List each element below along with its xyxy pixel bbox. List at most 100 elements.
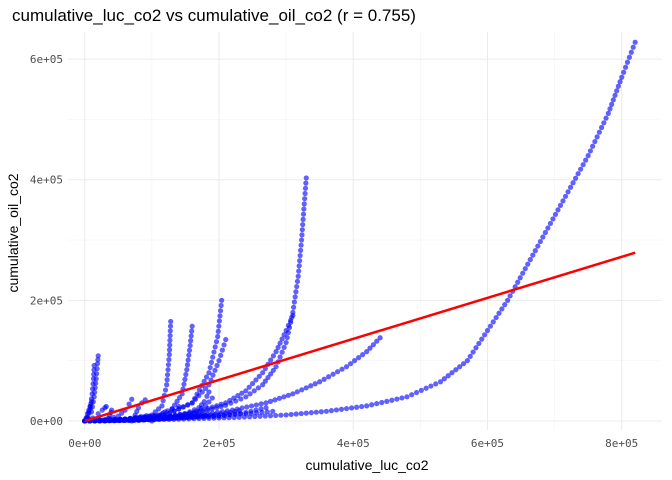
data-point xyxy=(272,397,278,403)
data-point xyxy=(298,410,304,417)
data-point xyxy=(377,335,383,341)
data-point xyxy=(273,364,279,370)
data-point xyxy=(630,44,636,50)
data-point xyxy=(547,220,554,227)
data-point xyxy=(624,59,631,65)
data-point xyxy=(313,409,319,415)
data-point xyxy=(166,347,173,353)
data-point xyxy=(467,353,473,359)
data-point xyxy=(243,388,249,394)
data-point xyxy=(552,211,559,218)
data-point xyxy=(87,403,93,410)
data-point xyxy=(182,376,188,382)
data-point xyxy=(180,415,186,421)
data-point xyxy=(276,395,283,401)
data-point xyxy=(610,97,616,103)
data-point xyxy=(601,120,607,126)
plot-area xyxy=(68,32,662,430)
data-point xyxy=(248,408,254,414)
data-point xyxy=(164,372,171,378)
data-point xyxy=(183,371,189,378)
data-point xyxy=(195,414,201,420)
data-point xyxy=(570,180,576,186)
data-point xyxy=(213,339,220,345)
data-point xyxy=(164,415,170,422)
data-point xyxy=(166,357,172,363)
data-point xyxy=(490,319,496,325)
data-point xyxy=(622,64,629,70)
data-point xyxy=(251,388,257,394)
data-point xyxy=(107,417,114,423)
data-point xyxy=(169,406,175,412)
data-point xyxy=(323,408,330,414)
data-point xyxy=(303,175,309,181)
data-point xyxy=(445,373,451,379)
data-point xyxy=(204,393,210,399)
data-point xyxy=(370,342,376,348)
data-point xyxy=(333,407,340,413)
data-point xyxy=(243,394,249,400)
data-point xyxy=(212,344,218,350)
data-point xyxy=(281,332,287,338)
data-point xyxy=(364,403,370,409)
data-point xyxy=(470,349,476,355)
data-point xyxy=(164,382,170,388)
data-point xyxy=(270,367,276,373)
y-tick-label: 2e+05 xyxy=(30,294,63,307)
data-point xyxy=(555,207,561,213)
data-point xyxy=(428,383,434,389)
data-point xyxy=(515,279,521,285)
data-point xyxy=(90,376,97,382)
data-point xyxy=(221,412,227,419)
data-point xyxy=(567,184,574,190)
data-point xyxy=(268,357,274,363)
data-point xyxy=(299,227,305,233)
x-tick-label: 2e+05 xyxy=(202,437,235,450)
data-point xyxy=(194,391,200,397)
data-point xyxy=(268,371,274,377)
data-point xyxy=(609,101,615,107)
data-point xyxy=(522,266,528,272)
data-point xyxy=(354,404,360,410)
data-point xyxy=(133,416,140,423)
data-point xyxy=(88,399,95,405)
data-point xyxy=(404,394,410,400)
data-point xyxy=(496,310,502,316)
data-point xyxy=(293,411,299,417)
data-point xyxy=(303,385,309,391)
data-point xyxy=(237,410,244,416)
data-point xyxy=(507,293,513,299)
data-point xyxy=(347,361,354,367)
y-axis-ticks: 0e+00 2e+05 4e+05 6e+05 xyxy=(30,53,63,428)
data-point xyxy=(277,354,283,360)
data-point xyxy=(135,405,142,411)
data-point xyxy=(263,405,269,411)
data-point xyxy=(189,400,195,406)
data-point xyxy=(216,413,222,419)
data-point xyxy=(185,357,191,363)
data-point xyxy=(203,374,210,380)
data-point xyxy=(221,342,227,348)
data-point xyxy=(338,406,345,412)
data-point xyxy=(614,88,620,94)
data-point xyxy=(499,306,505,312)
data-point xyxy=(167,337,173,344)
data-point xyxy=(605,110,611,117)
data-point xyxy=(206,389,212,395)
data-point xyxy=(265,374,271,381)
data-point xyxy=(308,410,314,416)
data-point xyxy=(295,273,301,279)
data-point xyxy=(301,206,307,212)
data-point xyxy=(300,211,307,217)
y-tick-label: 4e+05 xyxy=(30,174,63,187)
data-point xyxy=(292,294,298,300)
data-point xyxy=(532,248,538,254)
data-point xyxy=(520,270,526,276)
data-point xyxy=(181,381,187,387)
data-point xyxy=(525,261,531,267)
x-tick-label: 6e+05 xyxy=(471,437,504,450)
data-point xyxy=(628,49,634,55)
x-tick-label: 4e+05 xyxy=(337,437,370,450)
data-point xyxy=(298,247,304,253)
